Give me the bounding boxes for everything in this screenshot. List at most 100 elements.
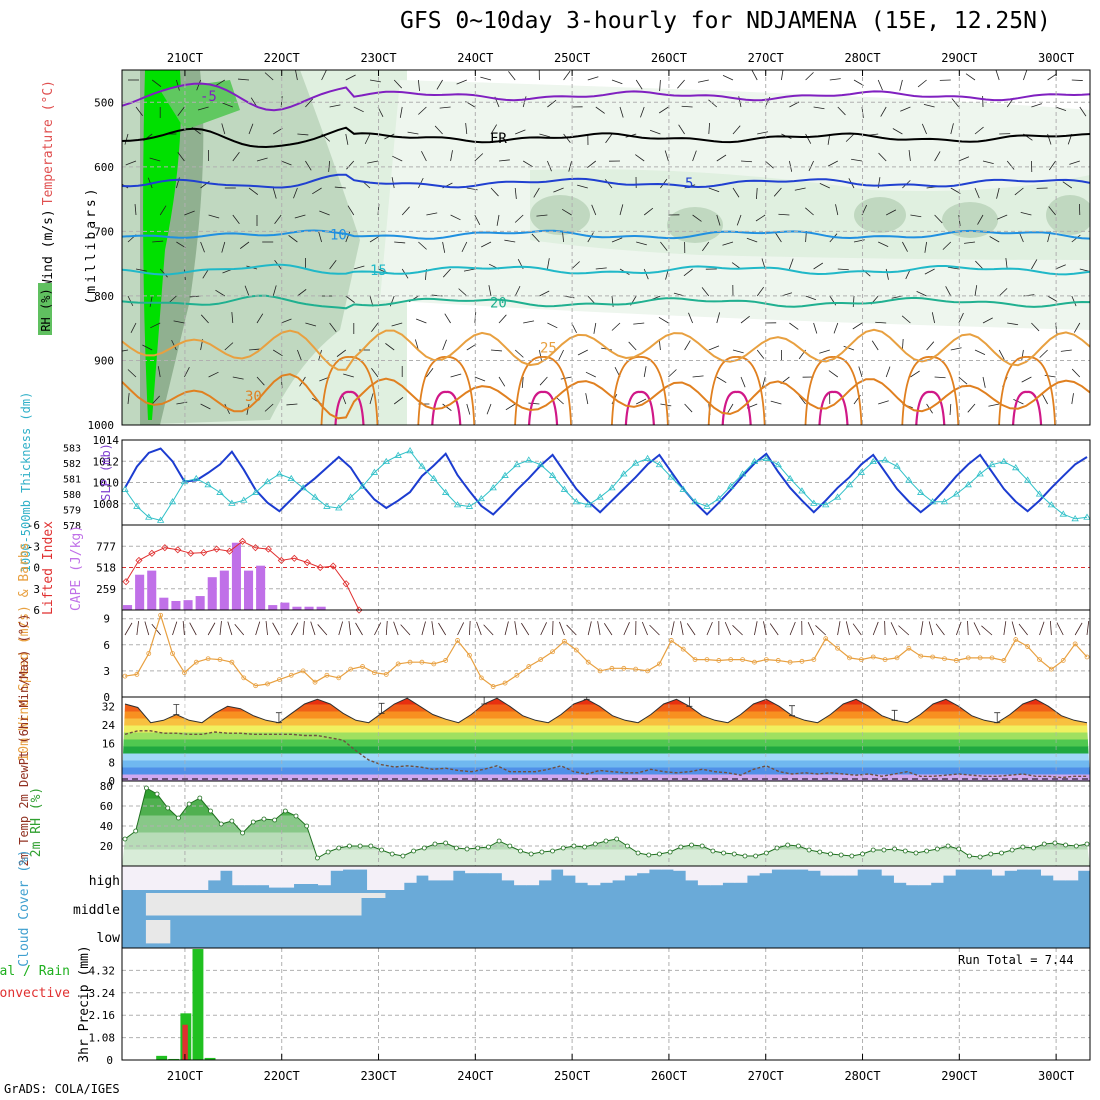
rh-field	[122, 788, 1090, 866]
wind-barb	[184, 367, 190, 378]
wind-barb	[770, 400, 782, 405]
cloud-gap	[844, 866, 858, 876]
thickness-point	[335, 504, 343, 511]
legend-convective: Convective	[0, 986, 70, 1001]
minmax-bar	[481, 697, 488, 705]
rh-legend-swatch	[38, 283, 52, 335]
rh-point	[646, 852, 652, 858]
wind-barb	[878, 152, 887, 162]
wind-barb	[974, 187, 980, 199]
wind-barb	[450, 214, 461, 221]
wind-barb	[539, 133, 551, 138]
wind-barb	[329, 322, 337, 333]
cloud-gap	[991, 866, 1005, 876]
wind-barb	[124, 622, 133, 636]
cloud-gap	[808, 866, 821, 871]
wind-barb	[872, 621, 879, 636]
wind-barb	[974, 126, 984, 135]
wind-barb	[845, 621, 850, 636]
thickness-point	[299, 484, 307, 491]
isotherm-line	[122, 126, 1090, 149]
y-tick-label: 700	[94, 225, 114, 238]
thickness-point	[275, 470, 284, 477]
wind-barb	[521, 376, 524, 388]
cloud-gap	[241, 893, 254, 916]
wind-barb	[293, 187, 298, 199]
rh-point	[731, 851, 737, 857]
wind10m-panel: 0 3 6 9 10m Wind Speed (m/s) & Barbs	[17, 542, 1091, 762]
thickness-point	[572, 498, 581, 505]
wind-speed-point	[918, 653, 924, 659]
wind-barb	[1013, 398, 1024, 405]
thickness-point	[679, 485, 687, 492]
wind-barb	[151, 395, 160, 405]
wind-barb	[295, 70, 298, 81]
wind-speed-point	[229, 659, 235, 665]
isotherm-30	[804, 356, 863, 425]
isotherm-line	[122, 373, 1090, 420]
wind-barb	[173, 320, 185, 324]
wind-barb	[1071, 368, 1081, 378]
wind-barb	[189, 622, 197, 636]
wind-barb	[716, 214, 721, 226]
wind-barb	[623, 622, 630, 636]
wind-speed-point	[728, 657, 734, 662]
y-tick-label: 3	[103, 665, 110, 678]
wind-barb	[504, 239, 516, 243]
cloud-gap	[501, 866, 515, 881]
cloud-gap	[207, 866, 221, 881]
axes-layer: 21OCT 21OCT 22OCT 22OCT 23OCT 23OCT 24OCT 24OCT…	[167, 51, 1074, 1083]
wind-barb	[1055, 106, 1067, 111]
thickness-point	[216, 488, 224, 495]
minmax-bar	[994, 712, 1001, 724]
thickness-point	[881, 456, 889, 463]
wind-speed-point	[538, 657, 544, 662]
wind-barb	[547, 322, 558, 329]
wind-speed-point	[609, 665, 615, 671]
wind-barb	[716, 312, 721, 324]
thickness-point	[204, 481, 212, 488]
wind-barb	[837, 268, 849, 271]
y-tick-label: 24	[102, 719, 116, 732]
cloud-gap	[538, 866, 552, 881]
cloud-gap	[253, 893, 266, 916]
cloud-gap	[930, 866, 944, 883]
minmax-bar	[173, 704, 180, 715]
y-tick-label: 1000	[88, 419, 115, 432]
rh-point	[379, 847, 384, 853]
wind-barb	[539, 349, 542, 361]
wind-speed-point	[1048, 666, 1054, 672]
wind-barb	[480, 76, 492, 81]
wind-barb	[288, 235, 298, 243]
wind-barb	[1011, 621, 1017, 636]
wind-barb	[338, 621, 344, 636]
temp-band	[122, 746, 1090, 754]
wind-barb	[819, 182, 830, 189]
cloud-gap	[1053, 866, 1066, 881]
wind-barb	[329, 259, 337, 270]
wind-speed-point	[1060, 658, 1066, 663]
rh-bands	[122, 788, 1090, 866]
wind-barb	[852, 295, 855, 308]
wind-barb	[561, 208, 572, 216]
wind-barb	[585, 393, 589, 405]
cape-tick-label: 259	[96, 583, 116, 596]
wind-barb	[407, 131, 419, 135]
wind-speed-point	[181, 670, 187, 676]
wind-barb	[345, 231, 351, 243]
wind-speed-point	[645, 668, 650, 674]
thickness-point	[715, 494, 723, 502]
rh-point	[796, 843, 801, 849]
wind-barb	[934, 214, 943, 224]
thickness-point	[1000, 457, 1008, 465]
isotherm-label: FR	[490, 131, 507, 147]
cloud-panel: high middle low Cloud Cover (%)	[17, 849, 1091, 967]
wind-barb	[756, 286, 764, 297]
wind-barb	[442, 241, 446, 253]
legend-label: Wind (m/s) Temperature (°C)	[41, 80, 56, 288]
wind-barb	[514, 349, 524, 358]
cape-bar	[280, 602, 290, 610]
wind-barb	[981, 625, 993, 636]
wind-barb	[736, 214, 742, 226]
thickness-point	[382, 457, 390, 465]
